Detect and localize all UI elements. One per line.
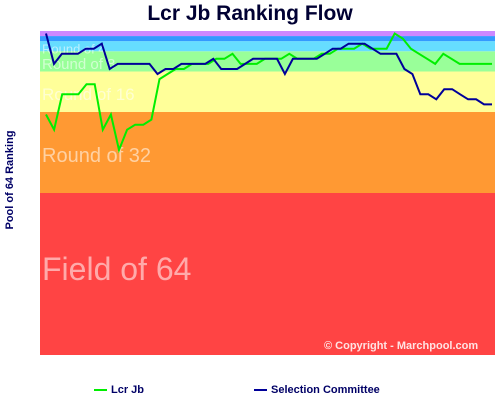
band-round-of-32 bbox=[40, 112, 495, 193]
ranking-series-lines bbox=[45, 32, 492, 154]
legend-swatch-lcr-jb bbox=[94, 389, 107, 392]
chart-title: Lcr Jb Ranking Flow bbox=[147, 2, 353, 25]
ranking-bands bbox=[40, 31, 495, 355]
ranking-band-labels: Field of 64 Round of 32 Round of 16 Round o… bbox=[42, 41, 191, 287]
legend-label-lcr-jb: Lcr Jb bbox=[111, 384, 145, 396]
band-label-round-of-8: Round of 8 bbox=[42, 56, 115, 73]
legend-label-selection-committee: Selection Committee bbox=[271, 384, 380, 396]
band-label-round-of-16: Round of 16 bbox=[42, 85, 135, 104]
band-top-6 bbox=[40, 31, 495, 37]
band-field-of-64 bbox=[40, 193, 495, 355]
band-round-of-4 bbox=[40, 41, 495, 52]
band-round-of-8 bbox=[40, 51, 495, 72]
legend-item-lcr-jb: Lcr Jb bbox=[94, 384, 144, 396]
legend-swatch-selection-committee bbox=[254, 389, 267, 392]
legend-item-selection-committee: Selection Committee bbox=[254, 384, 380, 396]
band-label-field-of-64: Field of 64 bbox=[42, 251, 191, 287]
series-line-selection-committee bbox=[45, 33, 492, 106]
band-label-round-of-4: Round of 4 bbox=[42, 41, 106, 56]
copyright-notice: © Copyright - Marchpool.com bbox=[324, 340, 479, 352]
band-top-5 bbox=[40, 36, 495, 42]
band-label-round-of-32: Round of 32 bbox=[42, 145, 151, 167]
